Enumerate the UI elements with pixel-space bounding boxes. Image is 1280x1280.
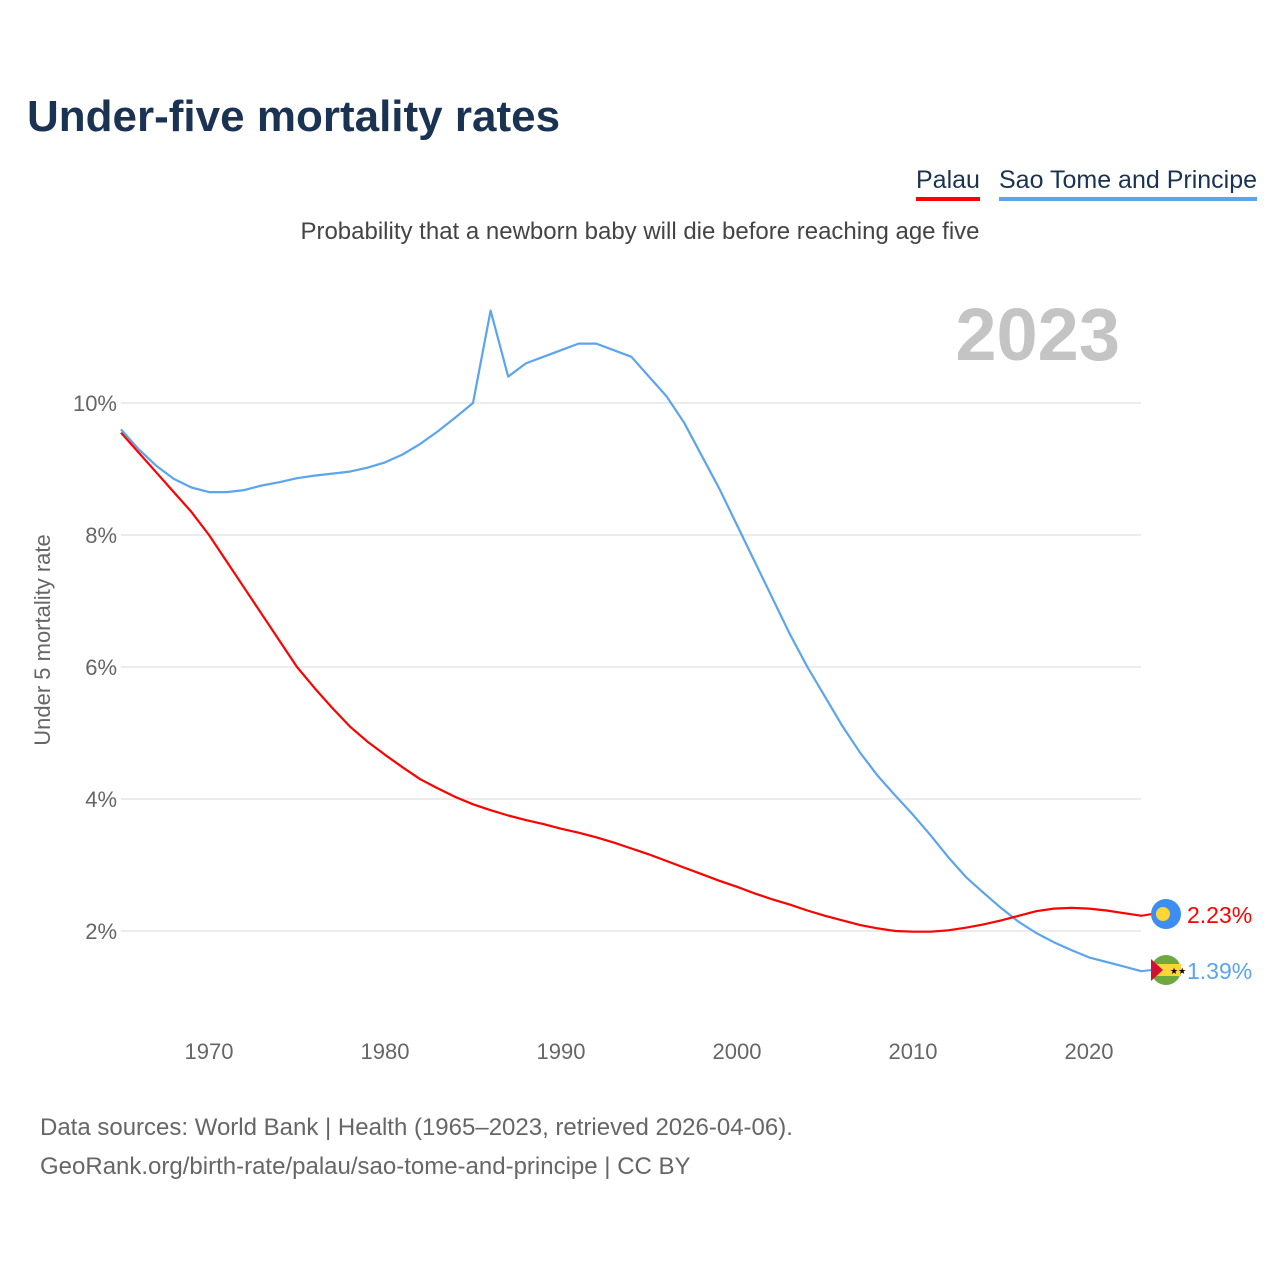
x-tick-label: 2010 xyxy=(889,1039,938,1064)
chart-subtitle: Probability that a newborn baby will die… xyxy=(300,218,980,245)
x-tick-label: 1970 xyxy=(185,1039,234,1064)
end-value-label: 2.23% xyxy=(1187,902,1252,928)
palau-flag-moon xyxy=(1156,907,1170,921)
x-tick-label: 1990 xyxy=(537,1039,586,1064)
x-tick-label: 2000 xyxy=(713,1039,762,1064)
y-tick-label: 6% xyxy=(85,655,117,680)
source-line-1: Data sources: World Bank | Health (1965–… xyxy=(40,1114,793,1141)
x-tick-label: 2020 xyxy=(1065,1039,1114,1064)
series-line-sao-tome xyxy=(120,309,1143,973)
source-note: Data sources: World Bank | Health (1965–… xyxy=(40,1108,793,1186)
sao-tome-flag-band xyxy=(1151,964,1181,976)
y-tick-label: 2% xyxy=(85,919,117,944)
series-line-palau xyxy=(120,431,1142,933)
legend-sao-tome[interactable]: Sao Tome and Principe xyxy=(999,166,1258,201)
legend-palau[interactable]: Palau xyxy=(916,166,980,201)
chart-title: Under-five mortality rates xyxy=(27,92,561,141)
source-line-2: GeoRank.org/birth-rate/palau/sao-tome-an… xyxy=(40,1153,691,1180)
y-tick-label: 4% xyxy=(85,787,117,812)
y-axis-label: Under 5 mortality rate xyxy=(30,534,55,746)
palau-flag-icon xyxy=(1151,899,1181,929)
end-value-label: 1.39% xyxy=(1187,958,1252,984)
x-tick-label: 1980 xyxy=(361,1039,410,1064)
y-tick-label: 8% xyxy=(85,523,117,548)
end-connector xyxy=(1140,913,1153,917)
sao-tome-flag-stars: ★★ xyxy=(1170,966,1186,976)
y-tick-label: 10% xyxy=(73,391,117,416)
end-connector xyxy=(1140,969,1153,973)
year-label: 2023 xyxy=(955,293,1120,376)
sao-tome-flag-triangle xyxy=(1151,959,1163,981)
sao-tome-flag-icon xyxy=(1151,955,1181,985)
